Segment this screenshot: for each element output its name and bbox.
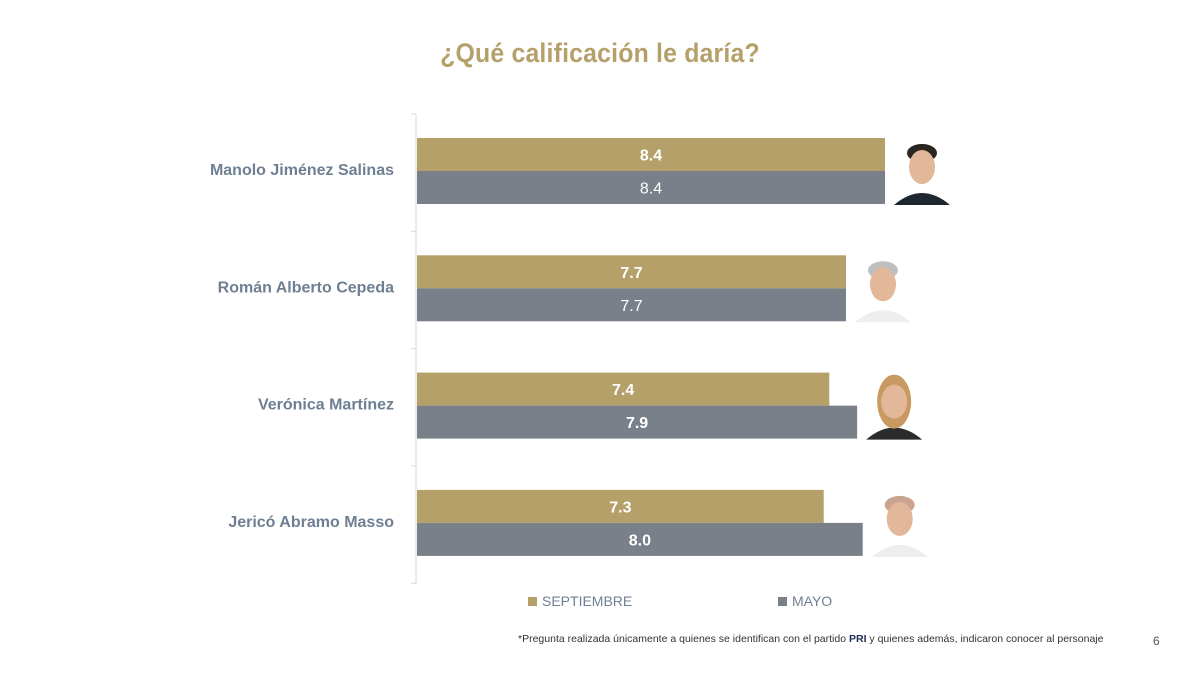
portrait-shoulders [866,427,923,440]
footnote-text-pre: *Pregunta realizada únicamente a quienes… [518,633,847,645]
category-label: Román Alberto Cepeda [218,279,394,296]
portrait-face [870,267,896,302]
bar-septiembre [417,138,885,171]
category-label: Manolo Jiménez Salinas [210,162,394,179]
portrait-shoulders [871,544,928,557]
bar-mayo [417,522,863,556]
man-portrait-icon [855,261,911,323]
bar-mayo [417,171,885,204]
data-label: 8.0 [629,532,651,549]
bar-septiembre [417,255,846,289]
bar-septiembre [417,372,830,406]
data-label: 7.7 [620,265,642,282]
bar-mayo [417,288,846,322]
chart-legend: SEPTIEMBRE MAYO [0,593,1200,613]
chart-title: ¿Qué calificación le daría? [440,38,760,68]
legend-swatch-septiembre [528,596,537,606]
legend-label-mayo: MAYO [792,593,833,609]
legend-swatch-mayo [778,596,787,606]
category-label: Verónica Martínez [258,397,394,414]
man-portrait-icon [871,495,928,557]
data-label: 7.9 [626,415,648,432]
footnote-party: PRI [848,633,867,645]
data-label: 8.4 [640,181,662,198]
category-label: Jericó Abramo Masso [228,514,394,531]
data-label: 8.4 [640,148,662,165]
legend-item-mayo: MAYO [778,593,832,609]
legend-label-septiembre: SEPTIEMBRE [542,593,633,609]
portrait-face [886,501,913,536]
data-label: 7.3 [609,499,631,516]
portrait-shoulders [855,310,911,323]
bar-mayo [417,405,858,439]
data-label: 7.7 [620,298,642,315]
portrait-shoulders [894,193,950,205]
page-number: 6 [1153,634,1160,648]
portrait-face [909,150,935,184]
man-portrait-icon [894,144,950,205]
footnote: *Pregunta realizada únicamente a quienes… [518,633,1103,645]
woman-portrait-icon [866,374,923,440]
footnote-text-post: y quienes además, indicaron conocer al p… [869,633,1104,645]
data-label: 7.4 [612,382,634,399]
bar-septiembre [417,489,824,523]
legend-item-septiembre: SEPTIEMBRE [528,593,632,609]
portrait-face [881,384,908,419]
